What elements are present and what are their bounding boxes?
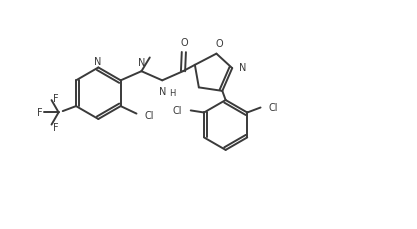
Text: N: N [138, 58, 146, 68]
Text: F: F [53, 123, 58, 133]
Text: O: O [216, 39, 223, 49]
Text: Cl: Cl [173, 106, 182, 116]
Text: O: O [180, 38, 188, 47]
Text: N: N [239, 63, 246, 73]
Text: F: F [37, 108, 42, 118]
Text: Cl: Cl [144, 111, 154, 121]
Text: Cl: Cl [269, 102, 278, 112]
Text: F: F [53, 93, 58, 103]
Text: N: N [94, 57, 101, 66]
Text: N: N [159, 86, 167, 96]
Text: H: H [169, 89, 175, 98]
